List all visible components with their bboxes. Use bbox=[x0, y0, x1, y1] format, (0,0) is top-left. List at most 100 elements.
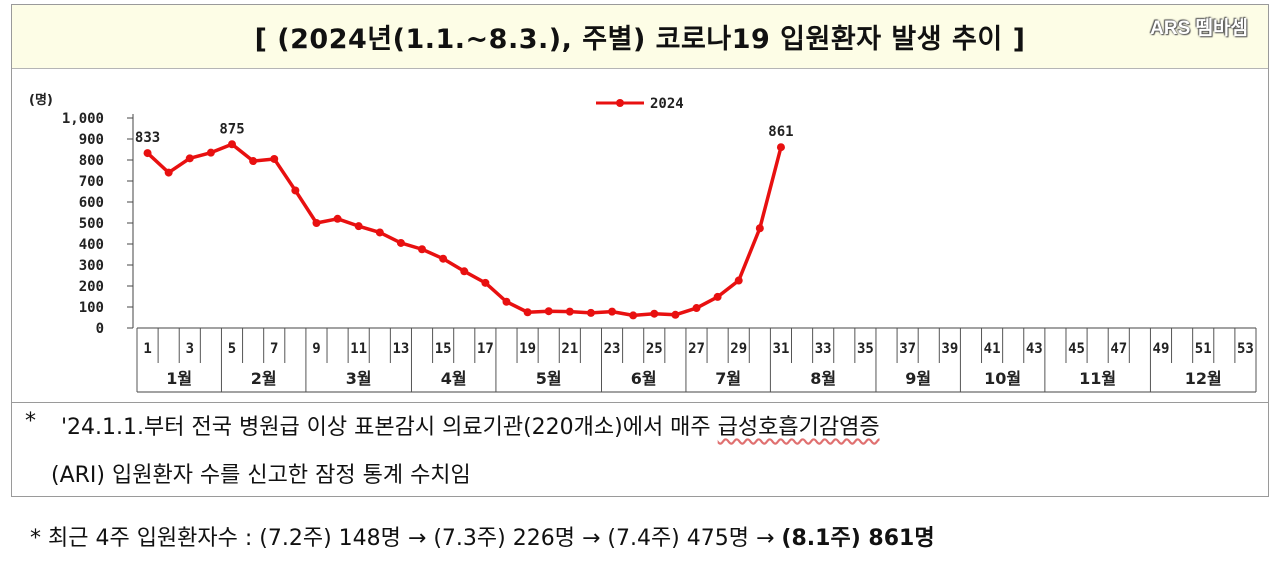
month-label: 2월 bbox=[251, 369, 277, 388]
recent-weeks-text: * 최근 4주 입원환자수 : (7.2주) 148명 → (7.3주) 226… bbox=[30, 526, 782, 551]
data-point bbox=[143, 149, 152, 158]
data-point bbox=[692, 304, 701, 313]
data-point bbox=[734, 276, 743, 285]
x-tick-label: 47 bbox=[1110, 341, 1127, 357]
y-tick-label: 400 bbox=[79, 237, 104, 253]
x-tick-label: 23 bbox=[604, 341, 621, 357]
month-label: 8월 bbox=[810, 369, 836, 388]
x-tick-label: 9 bbox=[312, 341, 320, 357]
month-label: 12월 bbox=[1185, 369, 1222, 388]
x-tick-label: 17 bbox=[477, 341, 494, 357]
data-label: 875 bbox=[219, 121, 244, 137]
y-tick-label: 300 bbox=[79, 258, 104, 274]
month-label: 5월 bbox=[536, 369, 562, 388]
data-point bbox=[776, 143, 785, 152]
data-point bbox=[164, 168, 173, 177]
y-tick-label: 600 bbox=[79, 195, 104, 211]
data-label: 833 bbox=[135, 130, 160, 146]
data-point bbox=[439, 254, 448, 263]
data-point bbox=[629, 311, 638, 320]
data-point bbox=[270, 154, 279, 163]
month-label: 7월 bbox=[715, 369, 741, 388]
chart-title: [ (2024년(1.1.~8.3.), 주별) 코로나19 입원환자 발생 추… bbox=[254, 24, 1026, 55]
x-tick-label: 3 bbox=[186, 341, 194, 357]
x-tick-label: 7 bbox=[270, 341, 278, 357]
y-tick-label: 700 bbox=[79, 174, 104, 190]
data-point bbox=[671, 310, 680, 319]
x-tick-label: 35 bbox=[857, 341, 874, 357]
data-point bbox=[354, 222, 363, 231]
x-tick-label: 45 bbox=[1068, 341, 1085, 357]
recent-weeks-highlight: (8.1주) 861명 bbox=[781, 526, 935, 551]
y-tick-label: 0 bbox=[96, 321, 104, 337]
y-tick-label: 900 bbox=[79, 132, 104, 148]
x-tick-label: 11 bbox=[350, 341, 367, 357]
month-label: 6월 bbox=[631, 369, 657, 388]
footnote-line-2: (ARI) 입원환자 수를 신고한 잠정 통계 수치임 bbox=[51, 463, 471, 488]
month-label: 1월 bbox=[166, 369, 192, 388]
data-point bbox=[565, 307, 574, 316]
month-label: 4월 bbox=[441, 369, 467, 388]
x-tick-label: 53 bbox=[1237, 341, 1254, 357]
data-point bbox=[228, 140, 237, 149]
footnote-box: * '24.1.1.부터 전국 병원급 이상 표본감시 의료기관(220개소)에… bbox=[11, 402, 1269, 497]
month-label: 3월 bbox=[346, 369, 372, 388]
data-point bbox=[185, 154, 194, 163]
x-tick-label: 21 bbox=[561, 341, 578, 357]
x-tick-label: 31 bbox=[773, 341, 790, 357]
x-tick-label: 27 bbox=[688, 341, 705, 357]
data-point bbox=[481, 278, 490, 287]
data-point bbox=[608, 307, 617, 316]
x-tick-label: 25 bbox=[646, 341, 663, 357]
y-tick-label: 200 bbox=[79, 279, 104, 295]
data-point bbox=[291, 186, 300, 195]
series-line-2024 bbox=[146, 142, 783, 318]
legend-label: 2024 bbox=[650, 96, 684, 112]
footnote-bullet: * bbox=[25, 409, 36, 434]
x-tick-label: 5 bbox=[228, 341, 236, 357]
x-tick-label: 41 bbox=[984, 341, 1001, 357]
data-point bbox=[249, 157, 258, 166]
data-point bbox=[755, 224, 764, 233]
x-tick-label: 19 bbox=[519, 341, 536, 357]
data-point bbox=[418, 245, 427, 254]
month-label: 11월 bbox=[1079, 369, 1116, 388]
title-band: [ (2024년(1.1.~8.3.), 주별) 코로나19 입원환자 발생 추… bbox=[12, 5, 1268, 69]
footnote-ari-term: 급성호흡기감염증 bbox=[717, 415, 880, 440]
data-point bbox=[713, 292, 722, 301]
y-tick-label: 800 bbox=[79, 153, 104, 169]
data-point bbox=[312, 219, 321, 227]
data-point bbox=[523, 308, 532, 317]
footnote-line-1: '24.1.1.부터 전국 병원급 이상 표본감시 의료기관(220개소)에서 … bbox=[61, 409, 880, 441]
data-point bbox=[502, 297, 511, 306]
x-tick-label: 43 bbox=[1026, 341, 1043, 357]
y-tick-label: 100 bbox=[79, 300, 104, 316]
chart-frame: [ (2024년(1.1.~8.3.), 주별) 코로나19 입원환자 발생 추… bbox=[11, 4, 1269, 497]
data-point bbox=[375, 228, 384, 237]
y-tick-label: 500 bbox=[79, 216, 104, 232]
x-tick-label: 29 bbox=[730, 341, 747, 357]
x-tick-label: 13 bbox=[392, 341, 409, 357]
data-label: 861 bbox=[768, 124, 793, 140]
x-tick-label: 51 bbox=[1195, 341, 1212, 357]
month-label: 10월 bbox=[984, 369, 1021, 388]
x-tick-label: 49 bbox=[1153, 341, 1170, 357]
x-tick-label: 39 bbox=[941, 341, 958, 357]
x-tick-label: 33 bbox=[815, 341, 832, 357]
x-tick-label: 1 bbox=[143, 341, 151, 357]
data-point bbox=[586, 308, 595, 317]
x-tick-label: 37 bbox=[899, 341, 916, 357]
legend-marker bbox=[616, 99, 624, 107]
data-point bbox=[206, 148, 215, 157]
month-label: 9월 bbox=[905, 369, 931, 388]
x-tick-label: 15 bbox=[435, 341, 452, 357]
data-point bbox=[650, 309, 659, 318]
data-point bbox=[460, 267, 469, 276]
y-tick-label: 1,000 bbox=[62, 111, 104, 127]
data-point bbox=[333, 214, 342, 223]
data-point bbox=[396, 238, 405, 247]
footnote-line-1-text: '24.1.1.부터 전국 병원급 이상 표본감시 의료기관(220개소)에서 … bbox=[61, 415, 718, 440]
recent-weeks-note: * 최근 4주 입원환자수 : (7.2주) 148명 → (7.3주) 226… bbox=[30, 520, 935, 552]
data-point bbox=[544, 307, 553, 316]
